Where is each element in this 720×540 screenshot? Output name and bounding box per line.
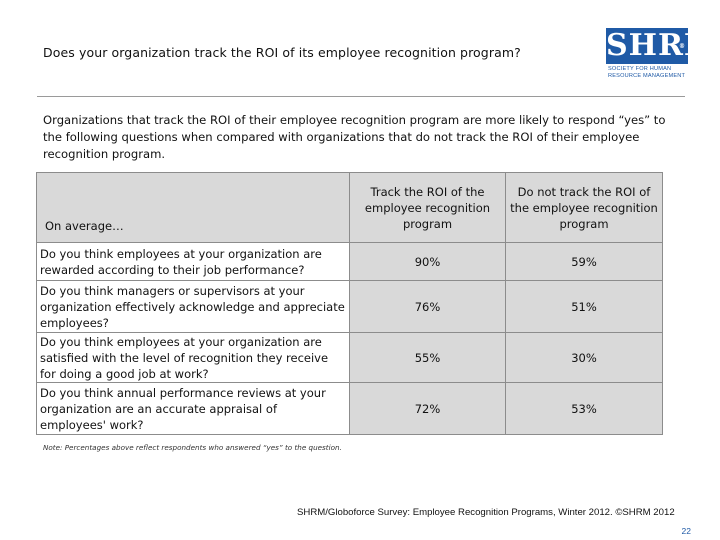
table-row: Do you think employees at your organizat…: [36, 242, 663, 281]
shrm-logo: SHRM ® SOCIETY FOR HUMAN RESOURCE MANAGE…: [606, 28, 719, 84]
registered-mark: ®: [679, 43, 686, 50]
page-number: 22: [681, 526, 691, 536]
table-row: Do you think managers or supervisors at …: [36, 280, 663, 333]
question-cell: Do you think employees at your organizat…: [36, 242, 350, 281]
not-track-value: 51%: [505, 280, 663, 333]
col-header-not-track: Do not track the ROI of the employee rec…: [505, 172, 663, 243]
track-value: 76%: [349, 280, 506, 333]
table-row: Do you think employees at your organizat…: [36, 332, 663, 383]
track-value: 90%: [349, 242, 506, 281]
not-track-value: 53%: [505, 382, 663, 435]
table-row: Do you think annual performance reviews …: [36, 382, 663, 435]
not-track-value: 59%: [505, 242, 663, 281]
logo-subtitle: SOCIETY FOR HUMAN RESOURCE MANAGEMENT: [608, 66, 686, 79]
table-header-row: On average… Track the ROI of the employe…: [36, 172, 663, 243]
not-track-value: 30%: [505, 332, 663, 383]
logo-wordmark: SHRM ®: [606, 28, 719, 64]
source-citation: SHRM/Globoforce Survey: Employee Recogni…: [297, 507, 675, 518]
track-value: 72%: [349, 382, 506, 435]
slide-title: Does your organization track the ROI of …: [43, 45, 521, 60]
col-header-track: Track the ROI of the employee recognitio…: [349, 172, 506, 243]
question-cell: Do you think annual performance reviews …: [36, 382, 350, 435]
track-value: 55%: [349, 332, 506, 383]
footnote: Note: Percentages above reflect responde…: [43, 443, 342, 452]
intro-paragraph: Organizations that track the ROI of thei…: [43, 113, 666, 161]
header-divider: [37, 96, 685, 97]
results-table: On average… Track the ROI of the employe…: [36, 172, 663, 435]
row-header-label: On average…: [36, 172, 350, 243]
question-cell: Do you think employees at your organizat…: [36, 332, 350, 383]
question-cell: Do you think managers or supervisors at …: [36, 280, 350, 333]
